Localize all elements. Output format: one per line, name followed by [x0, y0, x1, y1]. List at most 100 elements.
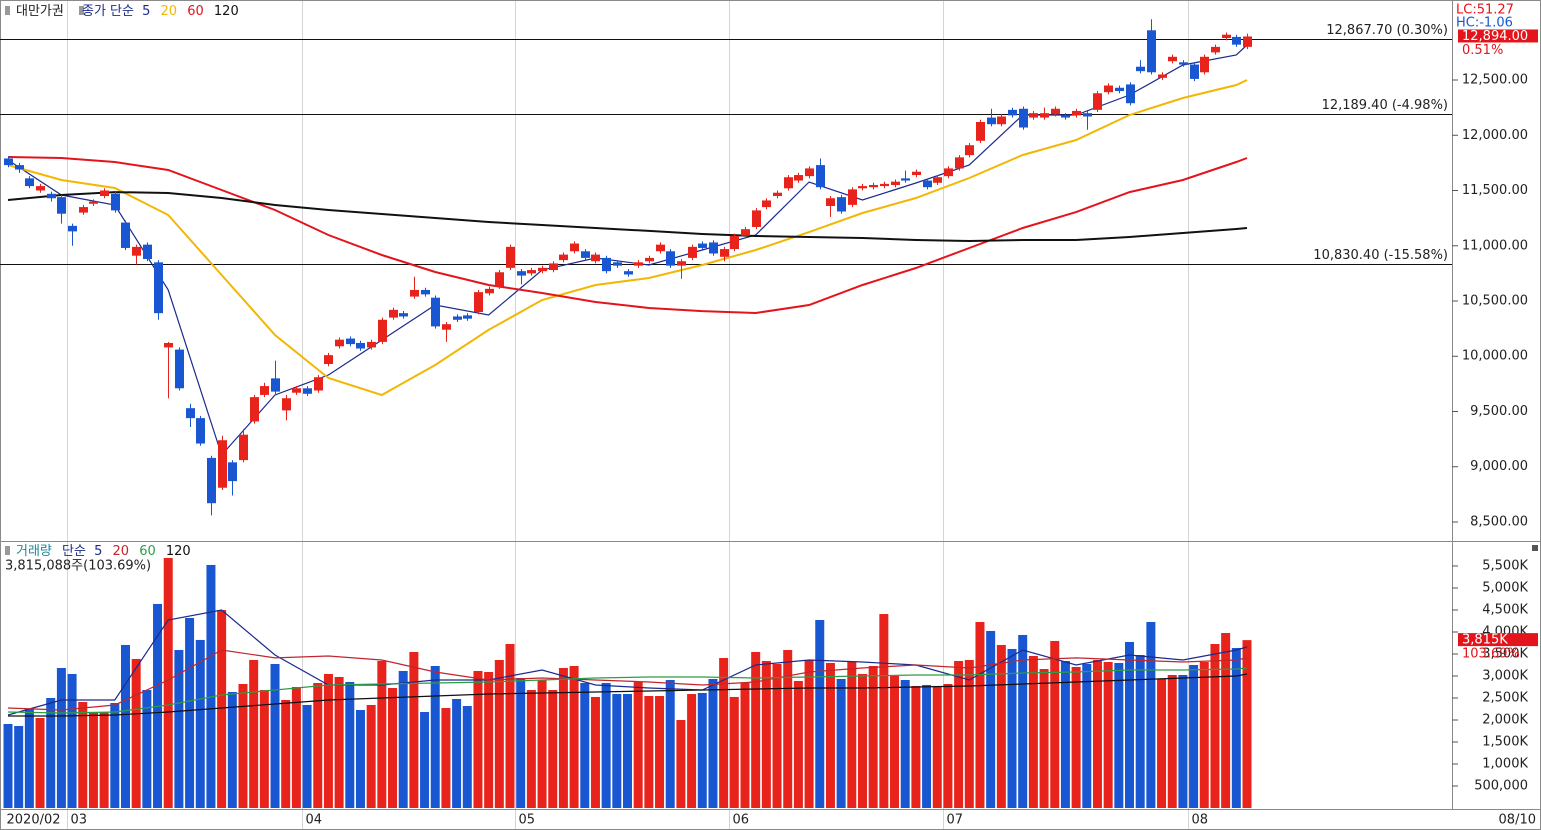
volume-bar: [719, 657, 729, 808]
candle-body: [378, 319, 387, 342]
volume-bar: [986, 630, 996, 808]
candle-body: [15, 165, 24, 170]
candle-body: [495, 272, 504, 287]
volume-bar: [388, 688, 398, 808]
grid-layer: [67, 0, 1189, 830]
moving-average: [7, 667, 1248, 714]
candle-body: [346, 338, 355, 345]
candle-body: [367, 341, 376, 348]
candle-body: [570, 243, 579, 252]
candle-body: [527, 270, 536, 274]
candle-body: [933, 177, 942, 183]
candle-body: [89, 201, 98, 204]
moving-average: [8, 673, 1248, 717]
volume-bar: [516, 677, 526, 808]
candle-body: [282, 398, 291, 411]
candle-body: [730, 235, 739, 250]
volume-bar: [708, 678, 718, 808]
volume-bar: [195, 639, 205, 808]
candle-body: [773, 192, 782, 197]
candle-body: [805, 168, 814, 177]
candle-body: [431, 297, 440, 327]
candle-body: [218, 440, 227, 488]
volume-bar: [537, 679, 547, 808]
candle-body: [858, 186, 867, 189]
volume-bar: [377, 660, 387, 808]
y-tick-label: 5,500K: [1482, 558, 1528, 573]
candle-body: [207, 457, 216, 504]
candle-body: [1243, 36, 1252, 47]
volume-bar: [14, 725, 24, 808]
volume-bar: [24, 708, 34, 808]
candle-body: [250, 397, 259, 422]
candle-body: [997, 116, 1006, 125]
volume-bar: [345, 681, 355, 808]
volume-bar: [163, 557, 173, 808]
volume-bar: [174, 649, 184, 808]
legend-icon: [5, 6, 10, 15]
candle-body: [186, 408, 195, 419]
candle-body: [421, 289, 430, 295]
y-tick-label: 5,000K: [1482, 580, 1528, 595]
candle-body: [303, 388, 312, 394]
volume-bar: [238, 683, 248, 808]
candle-body: [1104, 85, 1113, 93]
candle-body: [634, 262, 643, 266]
candle-body: [976, 121, 985, 141]
volume-bar: [1050, 640, 1060, 808]
volume-bar: [590, 696, 600, 808]
candle-body: [111, 193, 120, 211]
y-tick-label: 2,500K: [1482, 690, 1528, 705]
legend-entry: 20: [161, 4, 178, 19]
candle-body: [25, 178, 34, 187]
volume-bar: [1125, 641, 1135, 808]
volume-bar: [740, 682, 750, 808]
x-tick-label: 06: [733, 813, 750, 828]
candle-body: [1168, 56, 1177, 62]
candle-body: [784, 177, 793, 189]
volume-bar: [665, 679, 675, 808]
volume-bar: [131, 658, 141, 808]
volume-bar: [922, 684, 932, 808]
legend-entry: 5: [142, 4, 150, 19]
volume-bar: [847, 661, 857, 808]
volume-bar: [1007, 648, 1017, 808]
volume-bar: [836, 678, 846, 808]
y-tick-label: 8,500.00: [1470, 514, 1528, 529]
candle-body: [762, 200, 771, 208]
volume-bar: [1082, 663, 1092, 808]
volume-bar: [569, 666, 579, 808]
y-tick-label: 500,000: [1474, 778, 1528, 793]
volume-bar: [1210, 643, 1220, 808]
x-tick-label: 2020/02: [7, 813, 61, 828]
candle-body: [47, 193, 56, 199]
x-tick-label: 04: [306, 813, 323, 828]
candle-body: [1040, 113, 1049, 118]
y-tick-label: 12,500.00: [1462, 73, 1528, 88]
y-tick-label: 2,000K: [1482, 712, 1528, 727]
candle-body: [559, 254, 568, 261]
volume-bar: [825, 662, 835, 808]
candle-body: [1222, 34, 1231, 39]
candle-body: [549, 263, 558, 271]
candle-body: [164, 342, 173, 348]
volume-tag-label: 3,815K: [1462, 633, 1508, 648]
candle-body: [1136, 66, 1145, 72]
candle-body: [132, 246, 141, 256]
candle-body: [901, 178, 910, 181]
reference-label: 12,867.70 (0.30%): [1326, 23, 1448, 38]
candle-body: [1179, 62, 1188, 65]
volume-bar: [281, 699, 291, 808]
candle-body: [57, 197, 66, 214]
volume-summary: 3,815,088주(103.69%): [5, 559, 151, 574]
legend-entry: 5: [94, 544, 102, 559]
candle-body: [891, 181, 900, 185]
candle-body: [666, 251, 675, 266]
volume-bar: [366, 704, 376, 808]
volume-bar: [99, 711, 109, 808]
y-tick-label: 9,500.00: [1470, 404, 1528, 419]
volume-bar: [1018, 634, 1028, 808]
candle-body: [271, 378, 280, 392]
y-tick-label: 11,000.00: [1462, 238, 1528, 253]
candle-body: [1072, 110, 1081, 116]
